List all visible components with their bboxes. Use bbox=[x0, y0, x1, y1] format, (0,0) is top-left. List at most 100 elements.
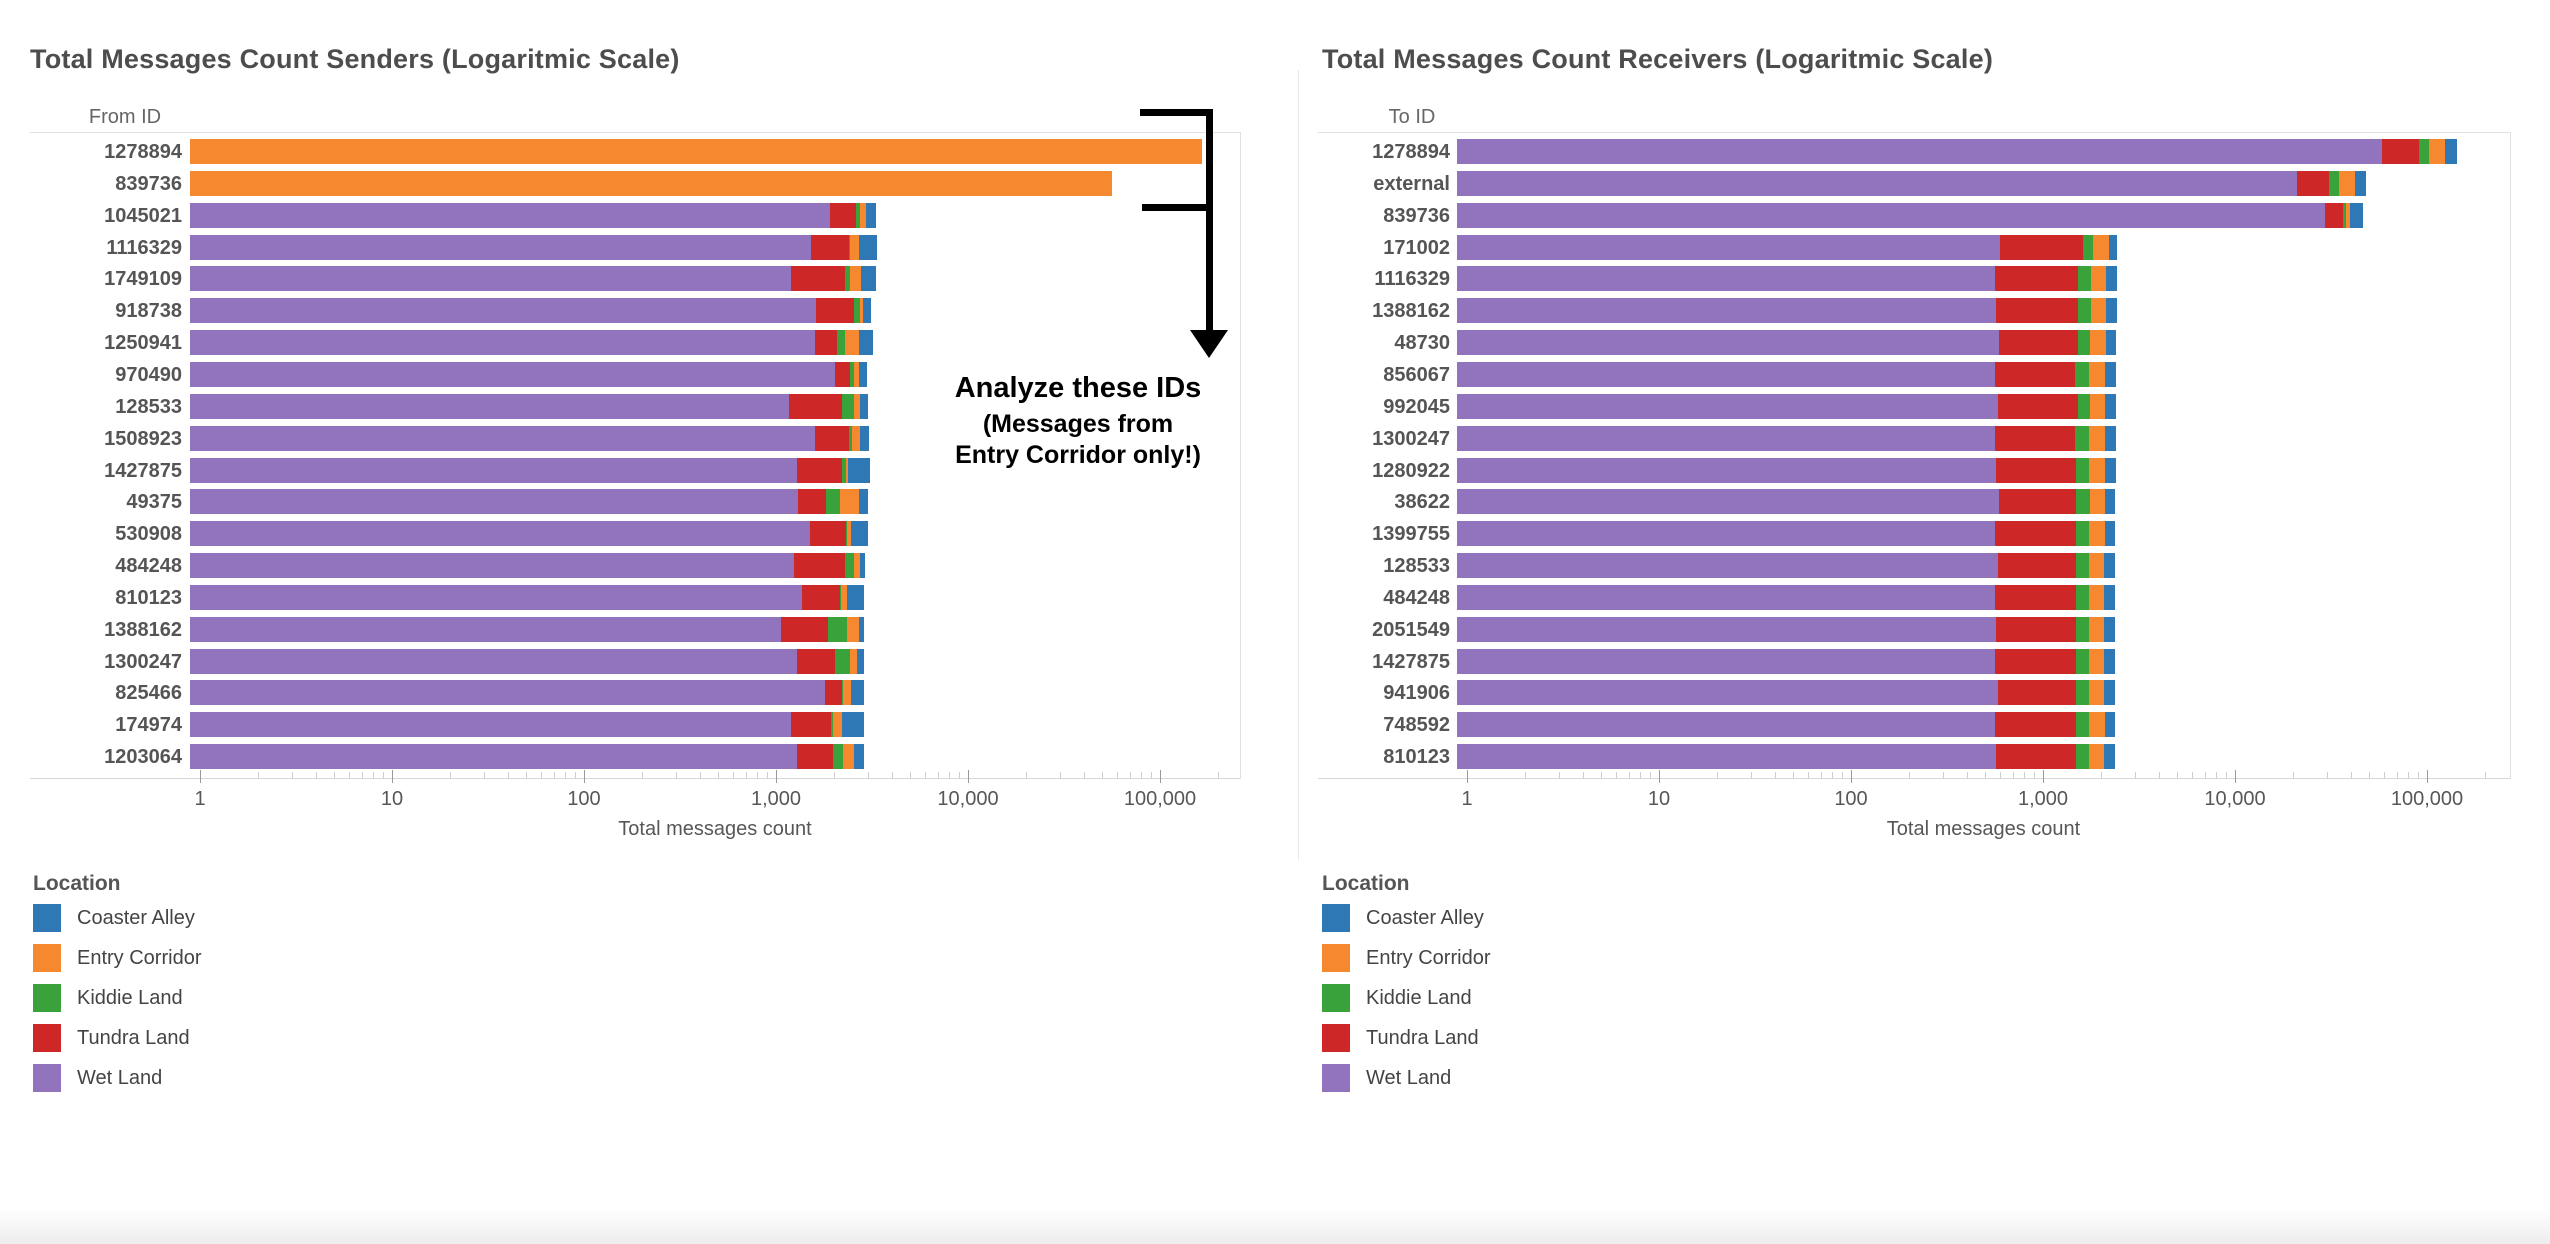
bar-segment-entry-corridor[interactable] bbox=[2089, 744, 2105, 770]
bar-segment-coaster-alley[interactable] bbox=[2444, 139, 2458, 164]
bar-segment-wet-land[interactable] bbox=[1457, 361, 1995, 387]
bar-segment-kiddie-land[interactable] bbox=[832, 744, 843, 770]
bar-segment-entry-corridor[interactable] bbox=[2088, 425, 2106, 451]
bar-segment-wet-land[interactable] bbox=[190, 584, 803, 610]
bar-segment-wet-land[interactable] bbox=[190, 648, 797, 674]
bar-segment-entry-corridor[interactable] bbox=[2088, 584, 2105, 610]
bar-segment-entry-corridor[interactable] bbox=[840, 584, 847, 610]
bar-segment-wet-land[interactable] bbox=[190, 744, 797, 770]
bar-segment-wet-land[interactable] bbox=[190, 361, 836, 387]
bar-segment-coaster-alley[interactable] bbox=[841, 712, 864, 738]
bar-segment-tundra-land[interactable] bbox=[1997, 680, 2076, 706]
bar-segment-tundra-land[interactable] bbox=[796, 744, 833, 770]
bar-segment-tundra-land[interactable] bbox=[810, 521, 846, 547]
bar-segment-coaster-alley[interactable] bbox=[860, 425, 869, 451]
bar-segment-wet-land[interactable] bbox=[1457, 712, 1995, 738]
legend-item-kiddie-land[interactable]: Kiddie Land bbox=[1322, 984, 1622, 1012]
bar-segment-coaster-alley[interactable] bbox=[860, 393, 868, 419]
bar-segment-entry-corridor[interactable] bbox=[842, 680, 851, 706]
bar-segment-wet-land[interactable] bbox=[1457, 425, 1995, 451]
bar-segment-kiddie-land[interactable] bbox=[2075, 553, 2090, 579]
bar-segment-tundra-land[interactable] bbox=[1996, 744, 2076, 770]
bar-segment-wet-land[interactable] bbox=[1457, 170, 2297, 196]
legend-item-coaster-alley[interactable]: Coaster Alley bbox=[33, 904, 333, 932]
bar-segment-kiddie-land[interactable] bbox=[2076, 457, 2090, 483]
bar-segment-entry-corridor[interactable] bbox=[860, 298, 864, 324]
legend-item-wet-land[interactable]: Wet Land bbox=[1322, 1064, 1622, 1092]
bar-segment-kiddie-land[interactable] bbox=[845, 521, 847, 547]
bar-segment-wet-land[interactable] bbox=[1457, 202, 2326, 228]
bar-segment-coaster-alley[interactable] bbox=[2104, 712, 2116, 738]
bar-segment-wet-land[interactable] bbox=[1457, 521, 1995, 547]
bar-segment-kiddie-land[interactable] bbox=[844, 553, 854, 579]
bar-segment-wet-land[interactable] bbox=[1457, 489, 1999, 515]
bar-segment-coaster-alley[interactable] bbox=[2104, 521, 2116, 547]
bar-segment-tundra-land[interactable] bbox=[814, 330, 837, 356]
bar-segment-coaster-alley[interactable] bbox=[858, 489, 868, 515]
bar-segment-wet-land[interactable] bbox=[190, 393, 790, 419]
bar-segment-coaster-alley[interactable] bbox=[847, 457, 870, 483]
bar-segment-entry-corridor[interactable] bbox=[832, 712, 842, 738]
legend-item-entry-corridor[interactable]: Entry Corridor bbox=[1322, 944, 1622, 972]
bar-segment-kiddie-land[interactable] bbox=[841, 680, 843, 706]
bar-segment-tundra-land[interactable] bbox=[1994, 361, 2075, 387]
bar-segment-tundra-land[interactable] bbox=[835, 361, 850, 387]
bar-segment-coaster-alley[interactable] bbox=[850, 680, 865, 706]
bar-segment-coaster-alley[interactable] bbox=[2105, 393, 2116, 419]
bar-segment-kiddie-land[interactable] bbox=[834, 648, 850, 674]
bar-segment-entry-corridor[interactable] bbox=[2090, 393, 2106, 419]
bar-segment-kiddie-land[interactable] bbox=[2075, 744, 2090, 770]
bar-segment-wet-land[interactable] bbox=[190, 521, 811, 547]
bar-segment-entry-corridor[interactable] bbox=[2089, 489, 2105, 515]
bar-segment-wet-land[interactable] bbox=[1457, 680, 1998, 706]
bar-segment-entry-corridor[interactable] bbox=[2090, 266, 2106, 292]
bar-segment-tundra-land[interactable] bbox=[791, 266, 845, 292]
bar-segment-entry-corridor[interactable] bbox=[190, 139, 1202, 164]
bar-segment-tundra-land[interactable] bbox=[1996, 298, 2078, 324]
bar-segment-coaster-alley[interactable] bbox=[860, 553, 866, 579]
bar-segment-kiddie-land[interactable] bbox=[848, 234, 850, 260]
bar-segment-tundra-land[interactable] bbox=[1994, 712, 2076, 738]
bar-segment-coaster-alley[interactable] bbox=[853, 744, 864, 770]
bar-segment-kiddie-land[interactable] bbox=[2075, 680, 2090, 706]
bar-segment-wet-land[interactable] bbox=[190, 553, 794, 579]
legend-item-wet-land[interactable]: Wet Land bbox=[33, 1064, 333, 1092]
bar-segment-entry-corridor[interactable] bbox=[2091, 298, 2106, 324]
bar-segment-entry-corridor[interactable] bbox=[853, 553, 861, 579]
bar-segment-tundra-land[interactable] bbox=[796, 457, 842, 483]
bar-segment-kiddie-land[interactable] bbox=[853, 298, 861, 324]
bar-segment-coaster-alley[interactable] bbox=[850, 521, 869, 547]
bar-segment-coaster-alley[interactable] bbox=[860, 266, 876, 292]
bar-segment-tundra-land[interactable] bbox=[2000, 234, 2084, 260]
bar-segment-tundra-land[interactable] bbox=[1997, 393, 2078, 419]
bar-segment-wet-land[interactable] bbox=[1457, 330, 1999, 356]
bar-segment-coaster-alley[interactable] bbox=[2109, 234, 2118, 260]
bar-segment-kiddie-land[interactable] bbox=[836, 330, 845, 356]
bar-segment-wet-land[interactable] bbox=[190, 425, 815, 451]
bar-segment-coaster-alley[interactable] bbox=[2105, 425, 2116, 451]
bar-segment-tundra-land[interactable] bbox=[1996, 457, 2077, 483]
bar-segment-coaster-alley[interactable] bbox=[846, 584, 865, 610]
bar-segment-kiddie-land[interactable] bbox=[2076, 521, 2089, 547]
bar-segment-wet-land[interactable] bbox=[1457, 393, 1998, 419]
bar-segment-kiddie-land[interactable] bbox=[2074, 361, 2090, 387]
bar-segment-kiddie-land[interactable] bbox=[2075, 616, 2090, 642]
bar-segment-entry-corridor[interactable] bbox=[2088, 521, 2105, 547]
bar-segment-wet-land[interactable] bbox=[1457, 616, 1997, 642]
bar-segment-kiddie-land[interactable] bbox=[2076, 648, 2089, 674]
bar-segment-coaster-alley[interactable] bbox=[2104, 584, 2115, 610]
bar-segment-kiddie-land[interactable] bbox=[2075, 425, 2089, 451]
bar-segment-coaster-alley[interactable] bbox=[858, 616, 864, 642]
bar-segment-coaster-alley[interactable] bbox=[863, 298, 872, 324]
bar-segment-entry-corridor[interactable] bbox=[839, 489, 859, 515]
bar-segment-kiddie-land[interactable] bbox=[855, 202, 861, 228]
bar-segment-kiddie-land[interactable] bbox=[2077, 393, 2091, 419]
bar-segment-coaster-alley[interactable] bbox=[2105, 266, 2118, 292]
bar-segment-kiddie-land[interactable] bbox=[2075, 712, 2089, 738]
bar-segment-kiddie-land[interactable] bbox=[841, 393, 854, 419]
bar-segment-wet-land[interactable] bbox=[190, 298, 817, 324]
bar-segment-wet-land[interactable] bbox=[190, 457, 797, 483]
bar-segment-entry-corridor[interactable] bbox=[2089, 361, 2105, 387]
bar-segment-coaster-alley[interactable] bbox=[2104, 680, 2115, 706]
legend-item-entry-corridor[interactable]: Entry Corridor bbox=[33, 944, 333, 972]
